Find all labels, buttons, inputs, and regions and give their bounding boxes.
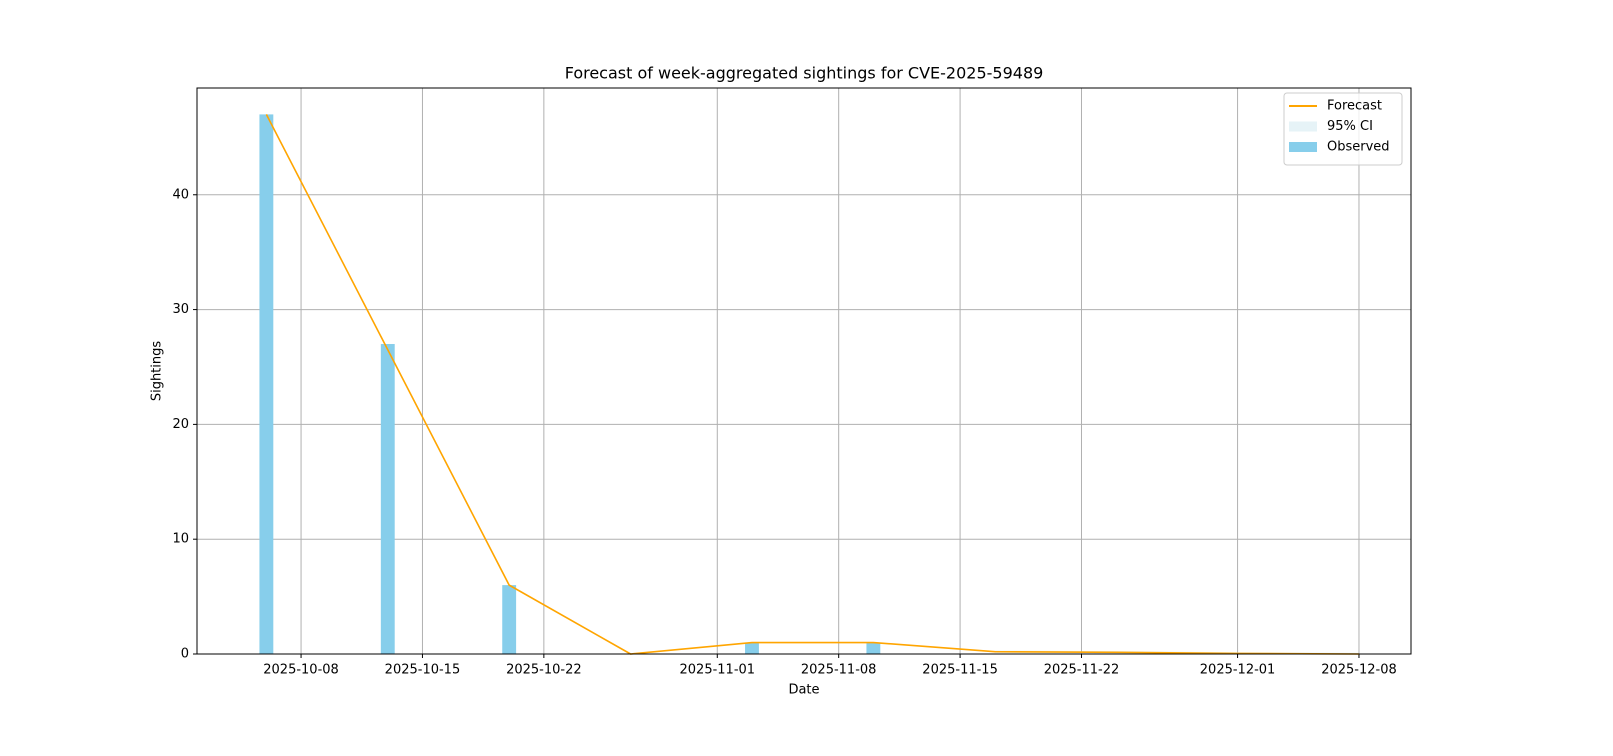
x-tick-label: 2025-11-22 (1044, 663, 1120, 678)
x-tick-label: 2025-10-22 (506, 663, 582, 678)
y-tick-label: 40 (172, 187, 189, 202)
legend-label: Forecast (1327, 99, 1382, 114)
chart-title: Forecast of week-aggregated sightings fo… (565, 64, 1044, 83)
forecast-line (265, 114, 1359, 655)
x-tick-label: 2025-10-08 (263, 663, 339, 678)
x-axis-label: Date (788, 683, 819, 698)
legend-swatch (1289, 142, 1317, 152)
bar (259, 114, 274, 654)
legend-label: 95% CI (1327, 119, 1373, 134)
bar (866, 642, 881, 654)
x-tick-label: 2025-12-01 (1200, 663, 1276, 678)
y-tick-label: 10 (172, 532, 189, 547)
x-tick-label: 2025-12-08 (1321, 663, 1397, 678)
x-tick-label: 2025-11-01 (680, 663, 756, 678)
y-tick-label: 20 (172, 417, 189, 432)
x-tick-label: 2025-10-15 (385, 663, 461, 678)
legend-swatch (1289, 121, 1317, 132)
x-tick-label: 2025-11-15 (922, 663, 998, 678)
plot-frame (196, 87, 1412, 655)
bar (745, 642, 759, 654)
y-tick-label: 30 (172, 302, 189, 317)
x-tick-label: 2025-11-08 (801, 663, 877, 678)
bar (380, 344, 395, 654)
y-tick-label: 0 (181, 647, 189, 662)
legend-label: Observed (1327, 140, 1390, 155)
y-axis-label: Sightings (150, 341, 165, 402)
bar (502, 585, 517, 654)
